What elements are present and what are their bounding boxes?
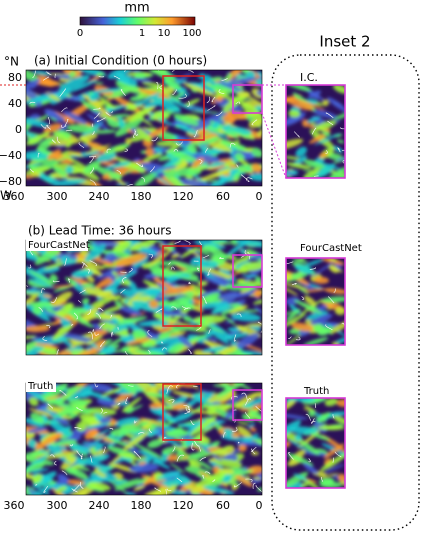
y-tick: 0 bbox=[15, 123, 22, 136]
colorbar-tick: 0 bbox=[77, 28, 83, 39]
x-tick: 180 bbox=[131, 190, 152, 203]
x-ticks: 360 300 240 180 120 60 0 bbox=[4, 190, 263, 203]
y-tick: −40 bbox=[0, 149, 22, 162]
colorbar bbox=[80, 17, 195, 25]
x-ticks: 360 300 240 180 120 60 0 bbox=[4, 499, 263, 512]
map bbox=[277, 255, 352, 349]
y-tick: 40 bbox=[8, 97, 22, 110]
colorbar-tick: 1 bbox=[139, 28, 145, 39]
y-tick: −80 bbox=[0, 175, 22, 188]
map bbox=[270, 79, 355, 184]
x-tick: 180 bbox=[131, 499, 152, 512]
x-tick: 360 bbox=[4, 499, 25, 512]
x-tick: 0 bbox=[256, 499, 263, 512]
x-tick: 60 bbox=[216, 499, 230, 512]
x-tick: 300 bbox=[47, 190, 68, 203]
x-tick: 300 bbox=[47, 499, 68, 512]
x-tick: 240 bbox=[89, 499, 110, 512]
inset-label: FourCastNet bbox=[300, 243, 362, 254]
x-tick: 240 bbox=[89, 190, 110, 203]
map bbox=[275, 394, 355, 492]
x-tick: 120 bbox=[173, 190, 194, 203]
connector bbox=[262, 113, 286, 178]
colorbar-tick: 10 bbox=[158, 28, 171, 39]
inset-title: Inset 2 bbox=[319, 33, 370, 51]
x-tick: 120 bbox=[173, 499, 194, 512]
panel-title: (b) Lead Time: 36 hours bbox=[28, 224, 171, 238]
x-tick: 360 bbox=[4, 190, 25, 203]
inset-label: Truth bbox=[303, 386, 329, 397]
maps: FourCastNet Truth bbox=[11, 62, 355, 505]
x-tick: 0 bbox=[256, 190, 263, 203]
x-tick: 60 bbox=[216, 190, 230, 203]
inset-label: I.C. bbox=[300, 71, 318, 84]
map bbox=[11, 62, 271, 193]
colorbar-tick: 100 bbox=[182, 28, 201, 39]
map bbox=[14, 232, 277, 366]
panel-title: (a) Initial Condition (0 hours) bbox=[34, 54, 207, 68]
y-tick: 80 bbox=[8, 71, 22, 84]
colorbar-label: mm bbox=[124, 1, 149, 16]
map-label: FourCastNet bbox=[28, 240, 90, 251]
y-axis-label: °N bbox=[4, 55, 19, 69]
map-label: Truth bbox=[27, 381, 53, 392]
